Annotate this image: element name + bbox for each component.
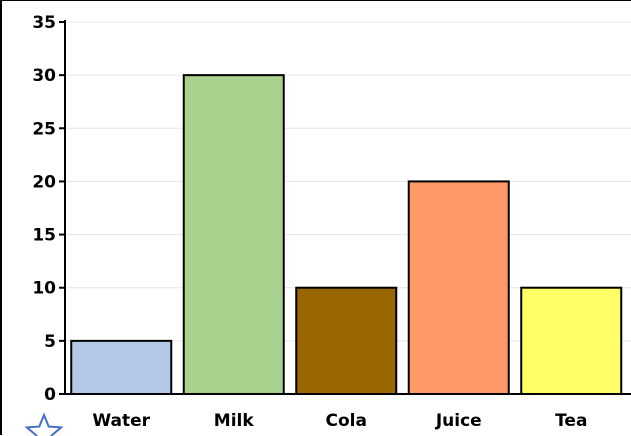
x-tick-label-juice: Juice xyxy=(435,411,482,431)
bar-tea xyxy=(520,286,623,396)
x-tick-label-water: Water xyxy=(92,411,150,431)
gridlines xyxy=(65,21,631,342)
x-tick-label-tea: Tea xyxy=(555,411,587,431)
x-tick-label-cola: Cola xyxy=(326,411,367,431)
star-icon xyxy=(24,412,64,436)
x-tick-label-milk: Milk xyxy=(214,411,255,431)
x-tick-labels: Water Milk Cola Juice Tea xyxy=(92,411,587,431)
y-tick-label: 35 xyxy=(32,13,56,33)
bars xyxy=(70,74,623,396)
y-tick-label: 30 xyxy=(32,66,56,86)
bar-juice xyxy=(407,180,510,395)
y-tick-label: 25 xyxy=(32,119,56,139)
y-ticks: 0 5 10 15 20 25 30 35 xyxy=(32,13,65,405)
bar-milk xyxy=(182,74,285,396)
y-tick-label: 5 xyxy=(44,332,56,352)
y-tick-label: 20 xyxy=(32,172,56,192)
axes xyxy=(64,20,631,395)
bar-water xyxy=(70,339,173,396)
bar-cola xyxy=(295,286,398,396)
y-tick-label: 15 xyxy=(32,226,56,246)
y-tick-label: 10 xyxy=(32,279,56,299)
y-tick-label: 0 xyxy=(44,385,56,405)
